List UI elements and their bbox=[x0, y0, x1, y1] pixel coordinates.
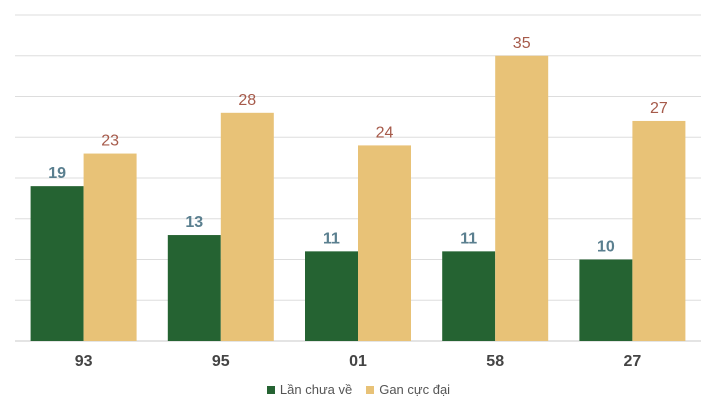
bar-series-1[interactable] bbox=[305, 251, 358, 341]
x-tick-label: 95 bbox=[212, 353, 230, 370]
legend-item-series-1[interactable]: Lần chưa về bbox=[266, 382, 353, 397]
data-label-series-2: 35 bbox=[513, 35, 531, 52]
data-label-series-1: 13 bbox=[185, 214, 203, 231]
data-label-series-2: 24 bbox=[376, 124, 394, 141]
bar-series-2[interactable] bbox=[495, 55, 549, 341]
legend: Lần chưa về Gan cực đại bbox=[0, 382, 717, 397]
data-label-series-2: 23 bbox=[101, 133, 119, 150]
x-tick-label: 93 bbox=[75, 353, 93, 370]
bar-series-1[interactable] bbox=[579, 259, 633, 342]
x-tick-label: 27 bbox=[624, 353, 642, 370]
bar-series-1[interactable] bbox=[30, 186, 84, 341]
data-label-series-2: 27 bbox=[650, 100, 668, 117]
x-tick-label: 01 bbox=[349, 353, 367, 370]
legend-item-series-2[interactable]: Gan cực đại bbox=[366, 382, 450, 397]
bar-series-2[interactable] bbox=[220, 112, 274, 341]
data-label-series-1: 10 bbox=[597, 239, 615, 256]
data-label-series-2: 28 bbox=[238, 92, 256, 109]
legend-swatch-series-1 bbox=[266, 385, 275, 394]
bar-series-2[interactable] bbox=[358, 145, 411, 341]
data-label-series-1: 11 bbox=[460, 230, 477, 247]
bar-series-1[interactable] bbox=[167, 235, 221, 341]
bar-series-1[interactable] bbox=[442, 251, 496, 341]
legend-label-series-2: Gan cực đại bbox=[379, 382, 451, 397]
data-label-series-1: 11 bbox=[323, 230, 340, 247]
x-tick-label: 58 bbox=[486, 353, 504, 370]
bar-series-2[interactable] bbox=[83, 153, 137, 341]
data-label-series-1: 19 bbox=[48, 165, 66, 182]
bar-series-2[interactable] bbox=[632, 120, 686, 341]
legend-swatch-series-2 bbox=[366, 385, 375, 394]
legend-label-series-1: Lần chưa về bbox=[279, 382, 353, 397]
